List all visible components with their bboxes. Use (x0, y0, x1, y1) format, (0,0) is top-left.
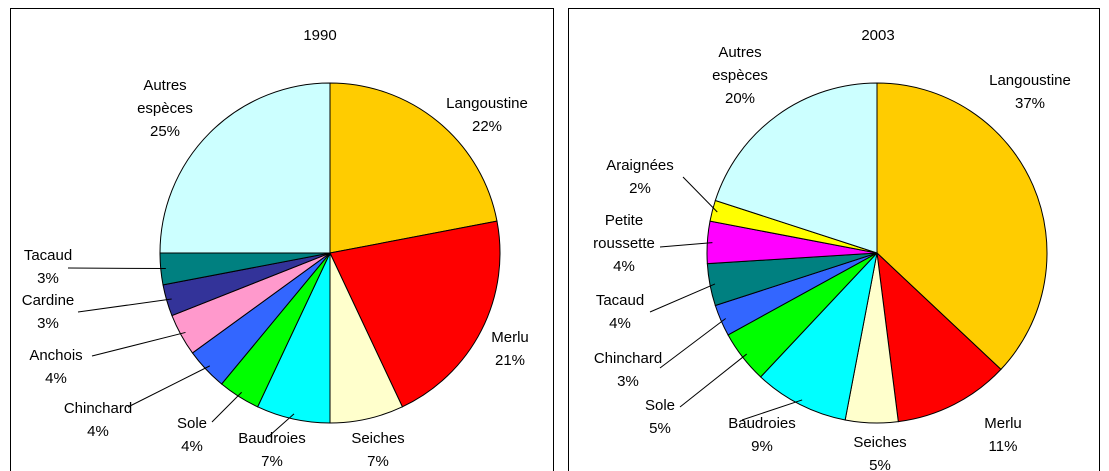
category-name: Langoustine (446, 95, 528, 112)
pie-slice (329, 220, 501, 408)
value-label: 21% (494, 352, 526, 369)
leader-line (659, 242, 713, 248)
slice-label: Petite roussette 4% (584, 209, 664, 278)
value-label: 7% (367, 453, 389, 470)
value-label: 3% (617, 373, 639, 390)
category-name: Autres espèces (137, 77, 193, 117)
pie-slice (714, 82, 878, 254)
leader-line (741, 399, 803, 421)
value-label: 3% (37, 315, 59, 332)
slice-label: Cardine 3% (13, 289, 83, 335)
pie-slice (329, 82, 498, 254)
slice-label: Tacaud 4% (585, 289, 655, 335)
leader-line (659, 318, 726, 369)
value-label: 5% (869, 457, 891, 471)
category-name: Langoustine (989, 72, 1071, 89)
category-name: Tacaud (23, 247, 73, 264)
value-label: 11% (988, 438, 1018, 455)
category-name: Chinchard (593, 350, 663, 367)
category-name: Araignées (606, 157, 674, 174)
category-name: Cardine (21, 292, 75, 309)
value-label: 4% (45, 370, 67, 387)
category-name: Sole (644, 397, 676, 414)
slice-label: Seiches 5% (845, 431, 915, 471)
leader-line (682, 176, 718, 213)
chart-title: 1990 (303, 27, 336, 44)
category-name: Petite roussette (593, 212, 655, 252)
category-name: Merlu (984, 415, 1022, 432)
slice-label: Chinchard 3% (583, 347, 673, 393)
slice-label: Baudroies 7% (227, 427, 317, 471)
slice-label: Merlu 21% (480, 326, 540, 372)
category-name: Baudroies (728, 415, 796, 432)
slice-label: Tacaud 3% (13, 244, 83, 290)
category-name: Sole (176, 415, 208, 432)
leader-line (127, 365, 211, 408)
leader-line (649, 283, 716, 313)
value-label: 4% (181, 438, 203, 455)
leader-line (67, 267, 166, 270)
chart-title: 2003 (861, 27, 894, 44)
category-name: Anchois (29, 347, 83, 364)
slice-label: Baudroies 9% (717, 412, 807, 458)
slice-label: Autres espèces 25% (125, 74, 205, 143)
pie-slice (159, 82, 331, 254)
slice-label: Sole 4% (167, 412, 217, 458)
value-label: 22% (471, 118, 503, 135)
category-name: Merlu (491, 329, 529, 346)
category-name: Autres espèces (712, 44, 768, 84)
value-label: 5% (649, 420, 671, 437)
pie-slice (876, 251, 1002, 423)
value-label: 4% (613, 258, 635, 275)
category-name: Tacaud (595, 292, 645, 309)
value-label: 7% (261, 453, 283, 470)
value-label: 20% (724, 90, 756, 107)
category-name: Chinchard (63, 400, 133, 417)
value-label: 9% (751, 438, 773, 455)
slice-label: Sole 5% (635, 394, 685, 440)
slice-label: Autres espèces 20% (700, 41, 780, 110)
leader-line (267, 413, 295, 438)
category-name: Seiches (351, 430, 405, 447)
slice-label: Merlu 11% (973, 412, 1033, 458)
value-label: 2% (629, 180, 651, 197)
slice-label: Araignées 2% (595, 154, 685, 200)
value-label: 25% (149, 123, 181, 140)
value-label: 4% (609, 315, 631, 332)
category-name: Seiches (853, 434, 907, 451)
slice-label: Seiches 7% (338, 427, 418, 471)
value-label: 37% (1014, 95, 1046, 112)
pie-slice (759, 251, 878, 421)
value-label: 3% (37, 270, 59, 287)
slice-label: Chinchard 4% (53, 397, 143, 443)
pie-slice (876, 82, 1048, 371)
category-name: Baudroies (238, 430, 306, 447)
leader-line (679, 353, 748, 408)
leader-line (211, 391, 242, 423)
leader-line (91, 331, 186, 357)
value-label: 4% (87, 423, 109, 440)
leader-line (77, 298, 172, 313)
slice-label: Anchois 4% (16, 344, 96, 390)
slice-label: Langoustine 22% (432, 92, 542, 138)
slice-label: Langoustine 37% (975, 69, 1085, 115)
